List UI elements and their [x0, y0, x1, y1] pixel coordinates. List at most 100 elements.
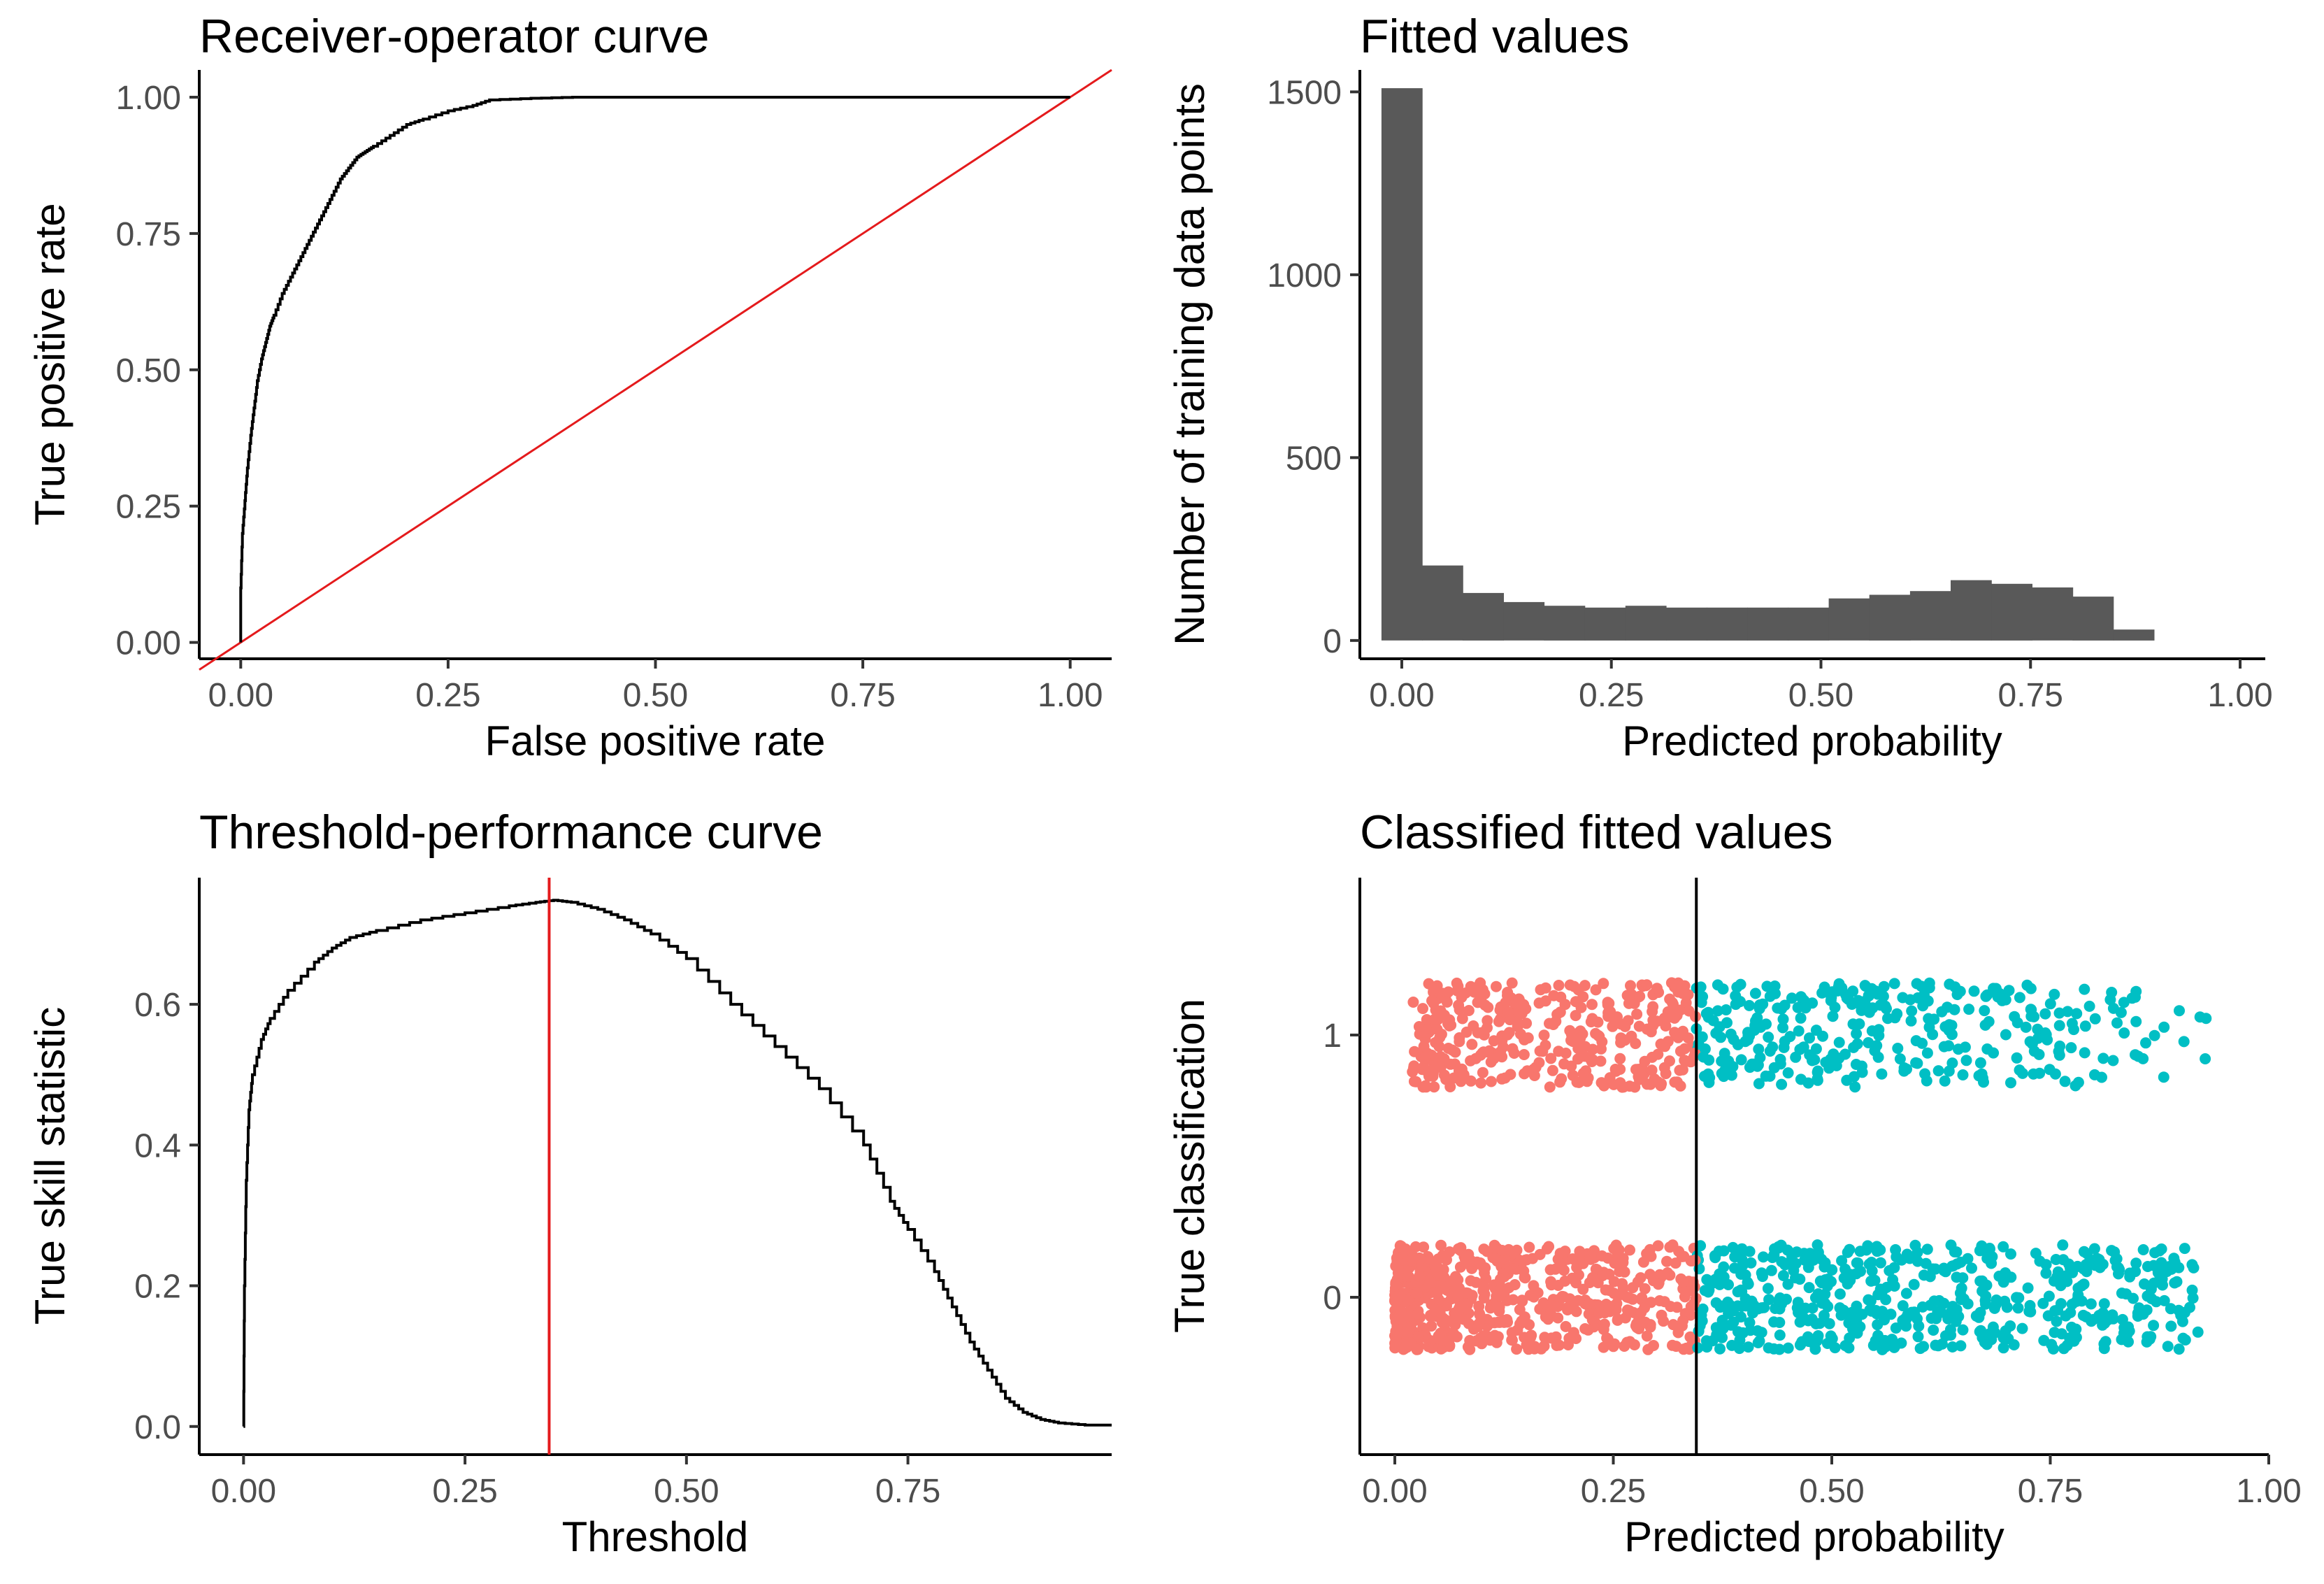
- class-0-point: [1897, 1300, 1909, 1312]
- class-1-point: [1598, 978, 1609, 990]
- class-0-point: [1624, 1244, 1635, 1256]
- histogram-bar: [1951, 580, 1992, 641]
- class-1-point: [1979, 1019, 1991, 1031]
- class-0-point: [1636, 1292, 1648, 1304]
- class-1-point: [1749, 987, 1761, 999]
- tss-y-tick-label: 0.4: [134, 1127, 181, 1164]
- tss-x-tick-label: 0.25: [432, 1473, 497, 1510]
- classified-y-label: True classification: [1166, 999, 1213, 1333]
- class-1-point: [1812, 1065, 1824, 1077]
- class-0-point: [2132, 1311, 2144, 1322]
- class-0-point: [1527, 1253, 1538, 1264]
- class-0-point: [1865, 1275, 1877, 1287]
- classified-x-tick-label: 0.25: [1581, 1473, 1646, 1510]
- class-1-point: [1751, 1060, 1763, 1072]
- class-0-point: [1464, 1334, 1476, 1346]
- class-0-point: [1765, 1264, 1777, 1276]
- class-0-point: [1879, 1334, 1891, 1346]
- class-1-point: [1878, 980, 1890, 992]
- class-0-point: [1710, 1322, 1722, 1334]
- class-1-point: [1716, 1055, 1728, 1067]
- class-0-point: [1981, 1253, 1993, 1264]
- fitted-x-tick-label: 0.00: [1369, 677, 1434, 714]
- class-1-point: [1750, 1015, 1761, 1027]
- class-1-point: [1876, 1068, 1888, 1080]
- histogram-bar: [1381, 88, 1423, 641]
- class-0-point: [1440, 1335, 1452, 1347]
- class-0-point: [1901, 1248, 1913, 1260]
- class-0-point: [1414, 1253, 1426, 1265]
- class-1-point: [1772, 1002, 1784, 1014]
- class-0-point: [1946, 1341, 1958, 1353]
- class-0-point: [1584, 1298, 1595, 1309]
- class-1-point: [1475, 1077, 1487, 1089]
- class-1-point: [1988, 1047, 2000, 1059]
- class-0-point: [2113, 1262, 2124, 1273]
- class-0-point: [1909, 1239, 1921, 1251]
- class-0-point: [1635, 1306, 1647, 1318]
- class-0-point: [1596, 1250, 1608, 1262]
- class-1-point: [2079, 1020, 2091, 1032]
- class-1-point: [1874, 999, 1886, 1011]
- class-1-point: [1954, 985, 1966, 997]
- tss-title: Threshold-performance curve: [199, 806, 823, 859]
- fitted-y-tick-label: 0: [1323, 623, 1342, 660]
- class-0-point: [1855, 1265, 1866, 1277]
- class-0-point: [1481, 1246, 1493, 1257]
- fitted-y-tick-label: 500: [1286, 440, 1342, 477]
- class-0-point: [1539, 1332, 1551, 1343]
- class-0-point: [2022, 1282, 2034, 1294]
- class-1-point: [1651, 1015, 1663, 1027]
- class-1-point: [1544, 1081, 1556, 1093]
- roc-y-label: True positive rate: [27, 203, 73, 525]
- class-1-point: [1521, 1018, 1533, 1029]
- class-0-point: [1997, 1342, 2009, 1354]
- class-0-point: [1645, 1250, 1657, 1262]
- class-1-point: [1991, 987, 2002, 999]
- class-0-point: [2142, 1261, 2153, 1272]
- roc-y-tick-label: 0.25: [116, 489, 181, 526]
- class-0-point: [1566, 1272, 1578, 1284]
- class-0-point: [1957, 1324, 1969, 1336]
- class-1-point: [1795, 1012, 1807, 1024]
- class-0-point: [1560, 1320, 1572, 1332]
- class-0-point: [1661, 1255, 1672, 1267]
- class-1-point: [2039, 1008, 2051, 1020]
- class-0-point: [1677, 1320, 1688, 1332]
- class-1-point: [1911, 1057, 1923, 1069]
- class-1-point: [2005, 1077, 2016, 1089]
- class-1-point: [1764, 1070, 1776, 1082]
- class-1-point: [1753, 1078, 1765, 1090]
- class-0-point: [1414, 1270, 1426, 1282]
- class-0-point: [1930, 1313, 1942, 1325]
- class-0-point: [1742, 1276, 1753, 1288]
- class-0-point: [2161, 1262, 2173, 1273]
- class-0-point: [1549, 1263, 1561, 1275]
- class-1-point: [1897, 992, 1909, 1004]
- class-0-point: [1954, 1287, 1966, 1299]
- histogram-bar: [1666, 607, 1707, 641]
- class-0-point: [1928, 1325, 1939, 1336]
- class-1-point: [2014, 992, 2025, 1004]
- class-1-point: [1768, 1062, 1780, 1073]
- roc-x-tick-label: 0.75: [830, 677, 895, 714]
- class-1-point: [1662, 1036, 1674, 1048]
- class-0-point: [1769, 1243, 1780, 1255]
- class-1-point: [1630, 1038, 1642, 1050]
- class-1-point: [1753, 1043, 1765, 1055]
- class-0-point: [1736, 1285, 1748, 1297]
- class-0-point: [2042, 1310, 2054, 1322]
- class-1-point: [2149, 1029, 2160, 1041]
- class-0-point: [1528, 1280, 1540, 1292]
- class-1-point: [1577, 991, 1589, 1003]
- class-1-point: [1863, 1006, 1875, 1018]
- class-0-point: [1617, 1257, 1629, 1269]
- class-0-point: [1558, 1264, 1570, 1276]
- class-1-point: [1497, 1041, 1509, 1053]
- class-1-point: [1530, 1062, 1542, 1073]
- class-1-point: [1454, 1036, 1465, 1048]
- class-0-point: [2116, 1287, 2128, 1299]
- class-0-point: [1627, 1282, 1639, 1294]
- class-1-point: [1921, 1047, 1933, 1059]
- class-0-point: [1737, 1327, 1749, 1339]
